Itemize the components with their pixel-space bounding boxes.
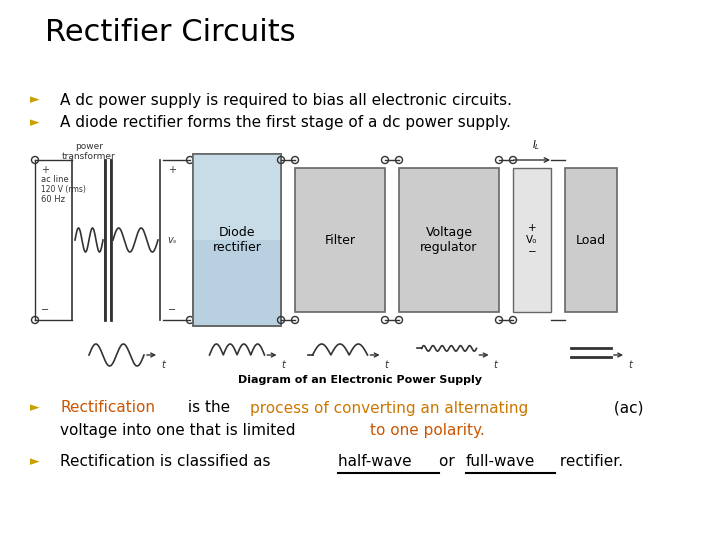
Text: A dc power supply is required to bias all electronic circuits.: A dc power supply is required to bias al… bbox=[60, 92, 512, 107]
Bar bbox=[193, 154, 281, 240]
Text: +: + bbox=[168, 165, 176, 175]
Bar bbox=[295, 168, 385, 312]
Text: 60 Hz: 60 Hz bbox=[41, 195, 65, 204]
Text: ►: ► bbox=[30, 93, 40, 106]
Text: or: or bbox=[439, 455, 460, 469]
Bar bbox=[565, 168, 617, 312]
Text: process of converting an alternating: process of converting an alternating bbox=[250, 401, 528, 415]
Text: A diode rectifier forms the first stage of a dc power supply.: A diode rectifier forms the first stage … bbox=[60, 116, 511, 131]
Text: half-wave: half-wave bbox=[338, 455, 416, 469]
Bar bbox=[399, 168, 499, 312]
Bar bbox=[513, 168, 551, 312]
Text: vₛ: vₛ bbox=[167, 235, 176, 245]
Text: ►: ► bbox=[30, 117, 40, 130]
Text: Load: Load bbox=[576, 233, 606, 246]
Text: t: t bbox=[282, 360, 285, 370]
Text: −: − bbox=[168, 305, 176, 315]
Text: t: t bbox=[161, 360, 165, 370]
Text: Rectification is classified as: Rectification is classified as bbox=[60, 455, 275, 469]
Text: to one polarity.: to one polarity. bbox=[370, 422, 485, 437]
Text: Diagram of an Electronic Power Supply: Diagram of an Electronic Power Supply bbox=[238, 375, 482, 385]
Text: Diode
rectifier: Diode rectifier bbox=[212, 226, 261, 254]
Text: Voltage
regulator: Voltage regulator bbox=[420, 226, 477, 254]
Text: $I_L$: $I_L$ bbox=[532, 138, 540, 152]
Text: rectifier.: rectifier. bbox=[555, 455, 624, 469]
Text: 120 V (rms): 120 V (rms) bbox=[41, 185, 86, 194]
Text: +: + bbox=[41, 165, 49, 175]
Text: +
V₀
−: + V₀ − bbox=[526, 224, 538, 256]
Text: Rectification: Rectification bbox=[60, 401, 155, 415]
Text: Filter: Filter bbox=[325, 233, 356, 246]
Text: Rectifier Circuits: Rectifier Circuits bbox=[45, 18, 296, 47]
Text: ►: ► bbox=[30, 456, 40, 469]
Bar bbox=[193, 154, 281, 326]
Text: full-wave: full-wave bbox=[466, 455, 535, 469]
Text: is the: is the bbox=[183, 401, 235, 415]
Text: voltage into one that is limited: voltage into one that is limited bbox=[60, 422, 300, 437]
Text: t: t bbox=[384, 360, 388, 370]
Text: ►: ► bbox=[30, 402, 40, 415]
Text: transformer: transformer bbox=[62, 152, 116, 161]
Text: power: power bbox=[75, 142, 103, 151]
Text: t: t bbox=[493, 360, 498, 370]
Text: ac line: ac line bbox=[41, 175, 68, 184]
Bar bbox=[193, 154, 281, 326]
Text: t: t bbox=[628, 360, 632, 370]
Text: −: − bbox=[41, 305, 49, 315]
Text: (ac): (ac) bbox=[608, 401, 643, 415]
